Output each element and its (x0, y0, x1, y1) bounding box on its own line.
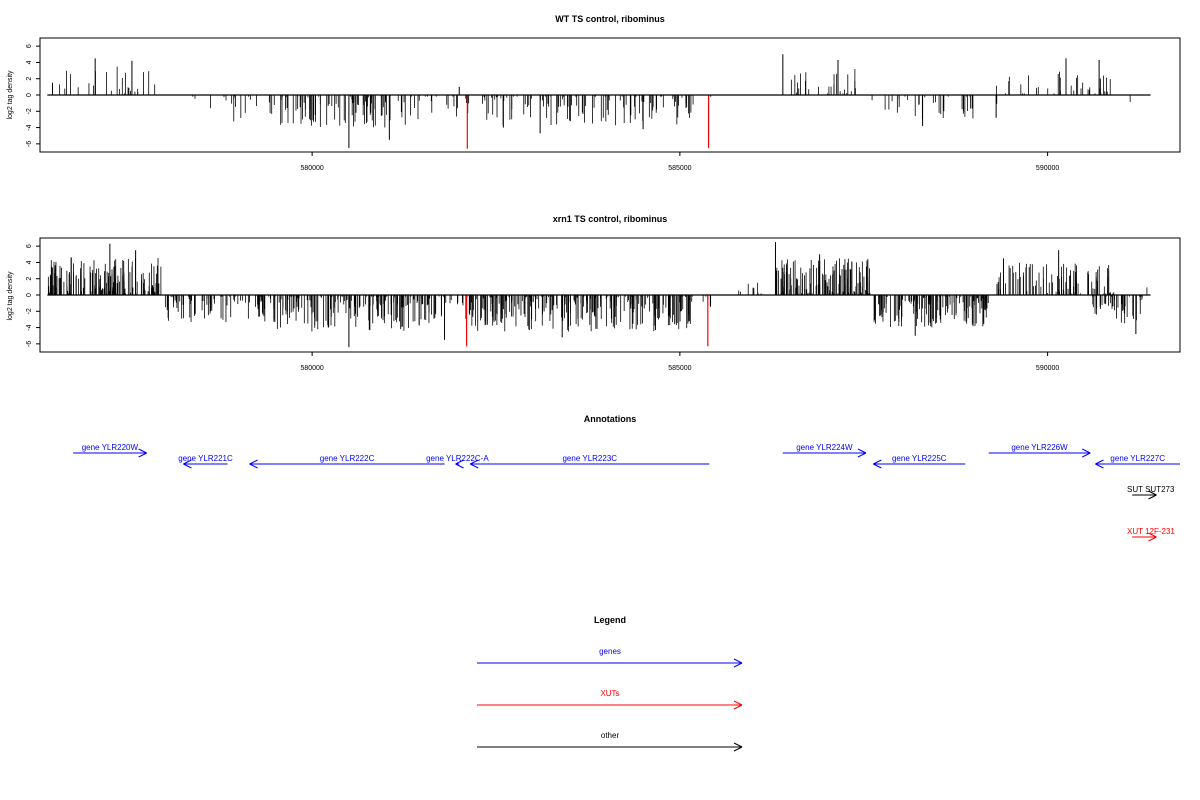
legend-label-other: other (601, 731, 620, 740)
feature-label: gene YLR220W (82, 443, 139, 452)
feature-label: SUT SUT273 (1127, 485, 1175, 494)
feature-label: gene YLR223C (562, 454, 617, 463)
legend-label-gene: genes (599, 647, 621, 656)
feature-label: gene YLR224W (796, 443, 853, 452)
y-tick-label: 4 (26, 60, 33, 64)
x-tick-label: 580000 (300, 365, 323, 372)
y-tick-label: 6 (26, 244, 33, 248)
legend: Legend genes XUTs other (477, 615, 743, 752)
feature-label: gene YLR225C (892, 454, 947, 463)
feature-arrow (988, 448, 1091, 458)
x-tick-label: 585000 (668, 165, 691, 172)
feature-arrow (249, 459, 445, 469)
annotations-title: Annotations (584, 414, 637, 424)
legend-label-xut: XUTs (600, 689, 619, 698)
y-tick-label: -2 (26, 108, 33, 114)
x-tick-label: 590000 (1036, 365, 1059, 372)
wt-bars (47, 54, 1151, 149)
xrn1-panel-title: xrn1 TS control, ribominus (553, 214, 668, 224)
wt-x-axis: 580000 585000 590000 (300, 152, 1059, 172)
legend-arrow-other (477, 742, 743, 752)
feature-arrow (73, 448, 147, 458)
x-tick-label: 580000 (300, 165, 323, 172)
wt-panel-title: WT TS control, ribominus (555, 14, 665, 24)
y-tick-label: -6 (26, 341, 33, 347)
x-tick-label: 585000 (668, 365, 691, 372)
y-tick-label: -6 (26, 141, 33, 147)
x-tick-label: 590000 (1036, 165, 1059, 172)
wt-y-axis-label: log2 tag density (7, 70, 14, 120)
feature-label: gene YLR222C-A (426, 454, 489, 463)
y-tick-label: 2 (26, 277, 33, 281)
xrn1-y-axis-label: log2 tag density (7, 271, 14, 321)
feature-arrow (1132, 532, 1157, 542)
feature-label: gene YLR222C (320, 454, 375, 463)
y-tick-label: -2 (26, 308, 33, 314)
y-tick-label: 4 (26, 260, 33, 264)
feature-label: gene YLR226W (1011, 443, 1068, 452)
xrn1-x-axis: 580000 585000 590000 (300, 352, 1059, 372)
feature-arrow (455, 459, 464, 469)
legend-title: Legend (594, 615, 626, 625)
feature-arrow (873, 459, 966, 469)
legend-arrow-xut (477, 700, 743, 710)
legend-items: genes XUTs other (477, 647, 743, 752)
feature-arrow (470, 459, 710, 469)
wt-y-axis: -6 -4 -2 0 2 4 6 (26, 44, 41, 147)
y-tick-label: 2 (26, 77, 33, 81)
y-tick-label: -4 (26, 324, 33, 330)
y-tick-label: 0 (26, 293, 33, 297)
legend-arrow-gene (477, 658, 743, 668)
feature-arrow (1095, 459, 1180, 469)
y-tick-label: 6 (26, 44, 33, 48)
xrn1-bars (47, 242, 1151, 348)
y-tick-label: -4 (26, 124, 33, 130)
xrn1-density-panel: xrn1 TS control, ribominus log2 tag dens… (7, 214, 1181, 372)
y-tick-label: 0 (26, 93, 33, 97)
feature-arrow (183, 459, 228, 469)
feature-label: gene YLR221C (178, 454, 233, 463)
wt-density-panel: WT TS control, ribominus log2 tag densit… (7, 14, 1181, 172)
feature-arrow (1132, 490, 1157, 500)
feature-arrow (782, 448, 867, 458)
xrn1-y-axis: -6 -4 -2 0 2 4 6 (26, 244, 41, 347)
feature-label: gene YLR227C (1110, 454, 1165, 463)
feature-label: XUT 12F-231 (1127, 527, 1175, 536)
annotation-features: gene YLR220W gene YLR221C gene YLR222C gene… (73, 443, 1180, 542)
